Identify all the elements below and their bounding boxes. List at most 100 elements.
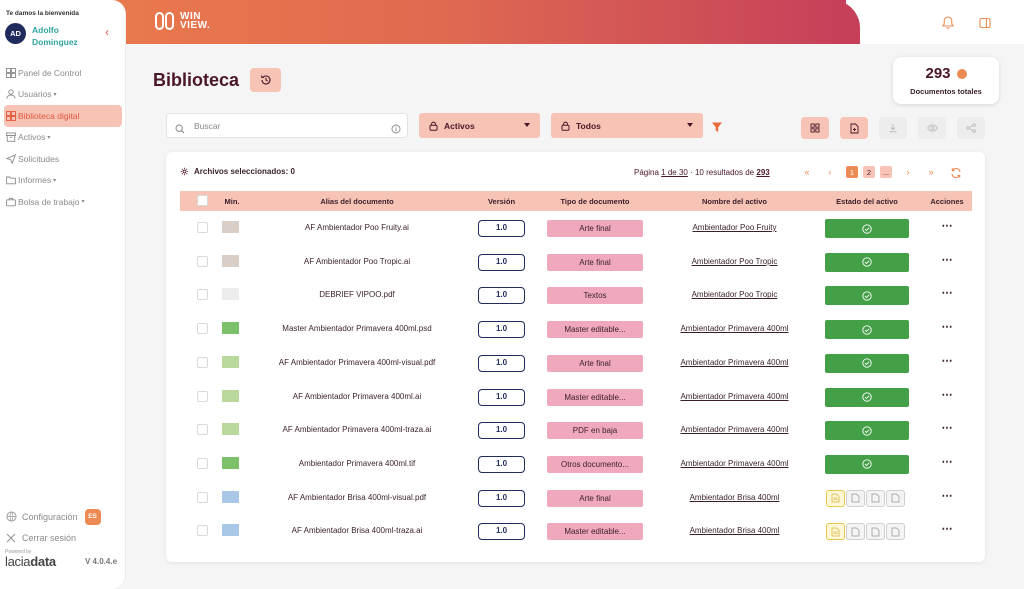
table-row[interactable]: AF Ambientador Primavera 400ml.ai 1.0 Mast… (180, 380, 972, 414)
avatar[interactable]: AD (5, 23, 26, 44)
document-alias[interactable]: DEBRIEF VIPOO.pdf (319, 290, 395, 300)
document-thumbnail[interactable] (222, 456, 239, 469)
table-row[interactable]: AF Ambientador Primavera 400ml-visual.pd… (180, 346, 972, 380)
table-row[interactable]: Ambientador Primavera 400ml.tif 1.0 Otros … (180, 447, 972, 481)
status-ok-badge[interactable] (825, 353, 909, 373)
filter-icon[interactable] (711, 120, 723, 138)
notifications-bell-icon[interactable] (942, 16, 954, 34)
row-checkbox[interactable] (197, 390, 208, 402)
status-ok-badge[interactable] (825, 320, 909, 340)
search-box[interactable] (166, 113, 408, 138)
asset-name-link[interactable]: Ambientador Primavera 400ml (680, 357, 789, 367)
col-estado[interactable]: Estado del activo (836, 197, 898, 206)
row-checkbox[interactable] (197, 525, 208, 537)
sidebar-item-biblioteca-digital[interactable]: Biblioteca digital (4, 105, 122, 127)
more-actions-icon[interactable]: ⋯ (941, 287, 953, 300)
more-actions-icon[interactable]: ⋯ (941, 523, 953, 536)
document-alias[interactable]: AF Ambientador Poo Fruity.ai (305, 223, 409, 232)
asset-name-link[interactable]: Ambientador Brisa 400ml (689, 526, 780, 536)
asset-name-link[interactable]: Ambientador Primavera 400ml (680, 425, 789, 435)
last-page-icon[interactable]: » (928, 167, 934, 177)
step-review-icon[interactable] (846, 523, 865, 541)
row-checkbox[interactable] (197, 491, 208, 503)
asset-name-link[interactable]: Ambientador Brisa 400ml (689, 492, 780, 502)
more-actions-icon[interactable]: ⋯ (941, 455, 953, 468)
more-actions-icon[interactable]: ⋯ (941, 253, 953, 266)
next-page-icon[interactable]: › (906, 167, 910, 177)
new-document-button[interactable] (840, 117, 868, 139)
logout-item[interactable]: Cerrar sesión (6, 527, 124, 548)
grid-view-button[interactable] (801, 117, 829, 139)
search-input[interactable] (194, 119, 384, 133)
row-checkbox[interactable] (197, 457, 208, 469)
sidebar-item-activos[interactable]: Activos ▾ (4, 127, 122, 149)
first-page-icon[interactable]: « (804, 167, 810, 177)
asset-name-link[interactable]: Ambientador Poo Tropic (691, 256, 778, 266)
table-row[interactable]: Master Ambientador Primavera 400ml.psd 1.… (180, 312, 972, 346)
document-thumbnail[interactable] (222, 389, 239, 402)
document-alias[interactable]: AF Ambientador Primavera 400ml.ai (292, 391, 422, 401)
more-actions-icon[interactable]: ⋯ (941, 220, 953, 232)
settings-gear-icon[interactable] (180, 167, 189, 176)
table-row[interactable]: AF Ambientador Brisa 400ml-traza.ai 1.0 Ma… (180, 514, 972, 548)
step-review-icon[interactable] (846, 489, 865, 507)
document-alias[interactable]: Master Ambientador Primavera 400ml.psd (282, 324, 432, 334)
step-approval-icon[interactable] (866, 523, 885, 541)
share-button[interactable] (957, 117, 985, 139)
download-button[interactable] (879, 117, 907, 139)
asset-name-link[interactable]: Ambientador Poo Tropic (691, 290, 778, 300)
col-tipo[interactable]: Tipo de documento (560, 197, 630, 206)
row-checkbox[interactable] (197, 255, 208, 267)
status-ok-badge[interactable] (825, 252, 909, 272)
document-alias[interactable]: AF Ambientador Primavera 400ml-visual.pd… (278, 357, 436, 367)
col-activo[interactable]: Nombre del activo (701, 197, 768, 206)
document-alias[interactable]: Ambientador Primavera 400ml.tif (298, 458, 416, 468)
step-document-icon[interactable] (826, 523, 845, 541)
more-actions-icon[interactable]: ⋯ (941, 354, 953, 367)
step-document-icon[interactable] (826, 489, 845, 507)
document-thumbnail[interactable] (222, 288, 239, 301)
sidebar-item-solicitudes[interactable]: Solicitudes (4, 148, 122, 170)
status-ok-badge[interactable] (825, 454, 909, 474)
more-actions-icon[interactable]: ⋯ (941, 321, 953, 334)
status-ok-badge[interactable] (825, 387, 909, 407)
document-thumbnail[interactable] (222, 254, 239, 267)
sidebar-item-usuarios[interactable]: Usuarios ▾ (4, 84, 122, 106)
info-icon[interactable] (391, 121, 401, 139)
user-profile[interactable]: AD Adolfo Dominguez ‹ (5, 23, 120, 47)
page-ellipsis-button[interactable]: ... (880, 166, 892, 178)
collapse-sidebar-icon[interactable]: ‹ (105, 25, 109, 39)
document-thumbnail[interactable] (222, 490, 239, 503)
status-ok-badge[interactable] (825, 219, 909, 238)
side-panel-icon[interactable] (979, 16, 991, 34)
activos-dropdown[interactable]: Activos (419, 113, 540, 138)
row-checkbox[interactable] (197, 424, 208, 436)
step-approval-icon[interactable] (866, 489, 885, 507)
step-final-icon[interactable] (886, 523, 905, 541)
sidebar-item-informes[interactable]: Informes ▾ (4, 170, 122, 192)
document-thumbnail[interactable] (222, 221, 239, 233)
document-alias[interactable]: AF Ambientador Primavera 400ml-traza.ai (282, 425, 432, 435)
preview-button[interactable] (918, 117, 946, 139)
table-row[interactable]: AF Ambientador Poo Tropic.ai 1.0 Arte fina… (180, 245, 972, 279)
more-actions-icon[interactable]: ⋯ (941, 388, 953, 401)
row-checkbox[interactable] (197, 222, 208, 233)
config-item[interactable]: Configuración ES (6, 506, 124, 527)
asset-name-link[interactable]: Ambientador Primavera 400ml (680, 391, 789, 401)
asset-name-link[interactable]: Ambientador Primavera 400ml (680, 458, 789, 468)
row-checkbox[interactable] (197, 356, 208, 368)
document-thumbnail[interactable] (222, 423, 239, 436)
more-actions-icon[interactable]: ⋯ (941, 422, 953, 435)
status-ok-badge[interactable] (825, 421, 909, 441)
asset-name-link[interactable]: Ambientador Poo Fruity (692, 223, 777, 232)
sidebar-item-panel-de-control[interactable]: Panel de Control (4, 62, 122, 84)
document-alias[interactable]: AF Ambientador Brisa 400ml-traza.ai (291, 526, 423, 536)
refresh-icon[interactable] (950, 166, 962, 184)
more-actions-icon[interactable]: ⋯ (941, 489, 953, 502)
document-alias[interactable]: AF Ambientador Brisa 400ml-visual.pdf (287, 492, 427, 502)
col-alias[interactable]: Alias del documento (320, 197, 394, 206)
document-thumbnail[interactable] (222, 355, 239, 368)
row-checkbox[interactable] (197, 289, 208, 301)
language-badge[interactable]: ES (84, 508, 101, 525)
table-row[interactable]: AF Ambientador Primavera 400ml-traza.ai 1… (180, 413, 972, 447)
